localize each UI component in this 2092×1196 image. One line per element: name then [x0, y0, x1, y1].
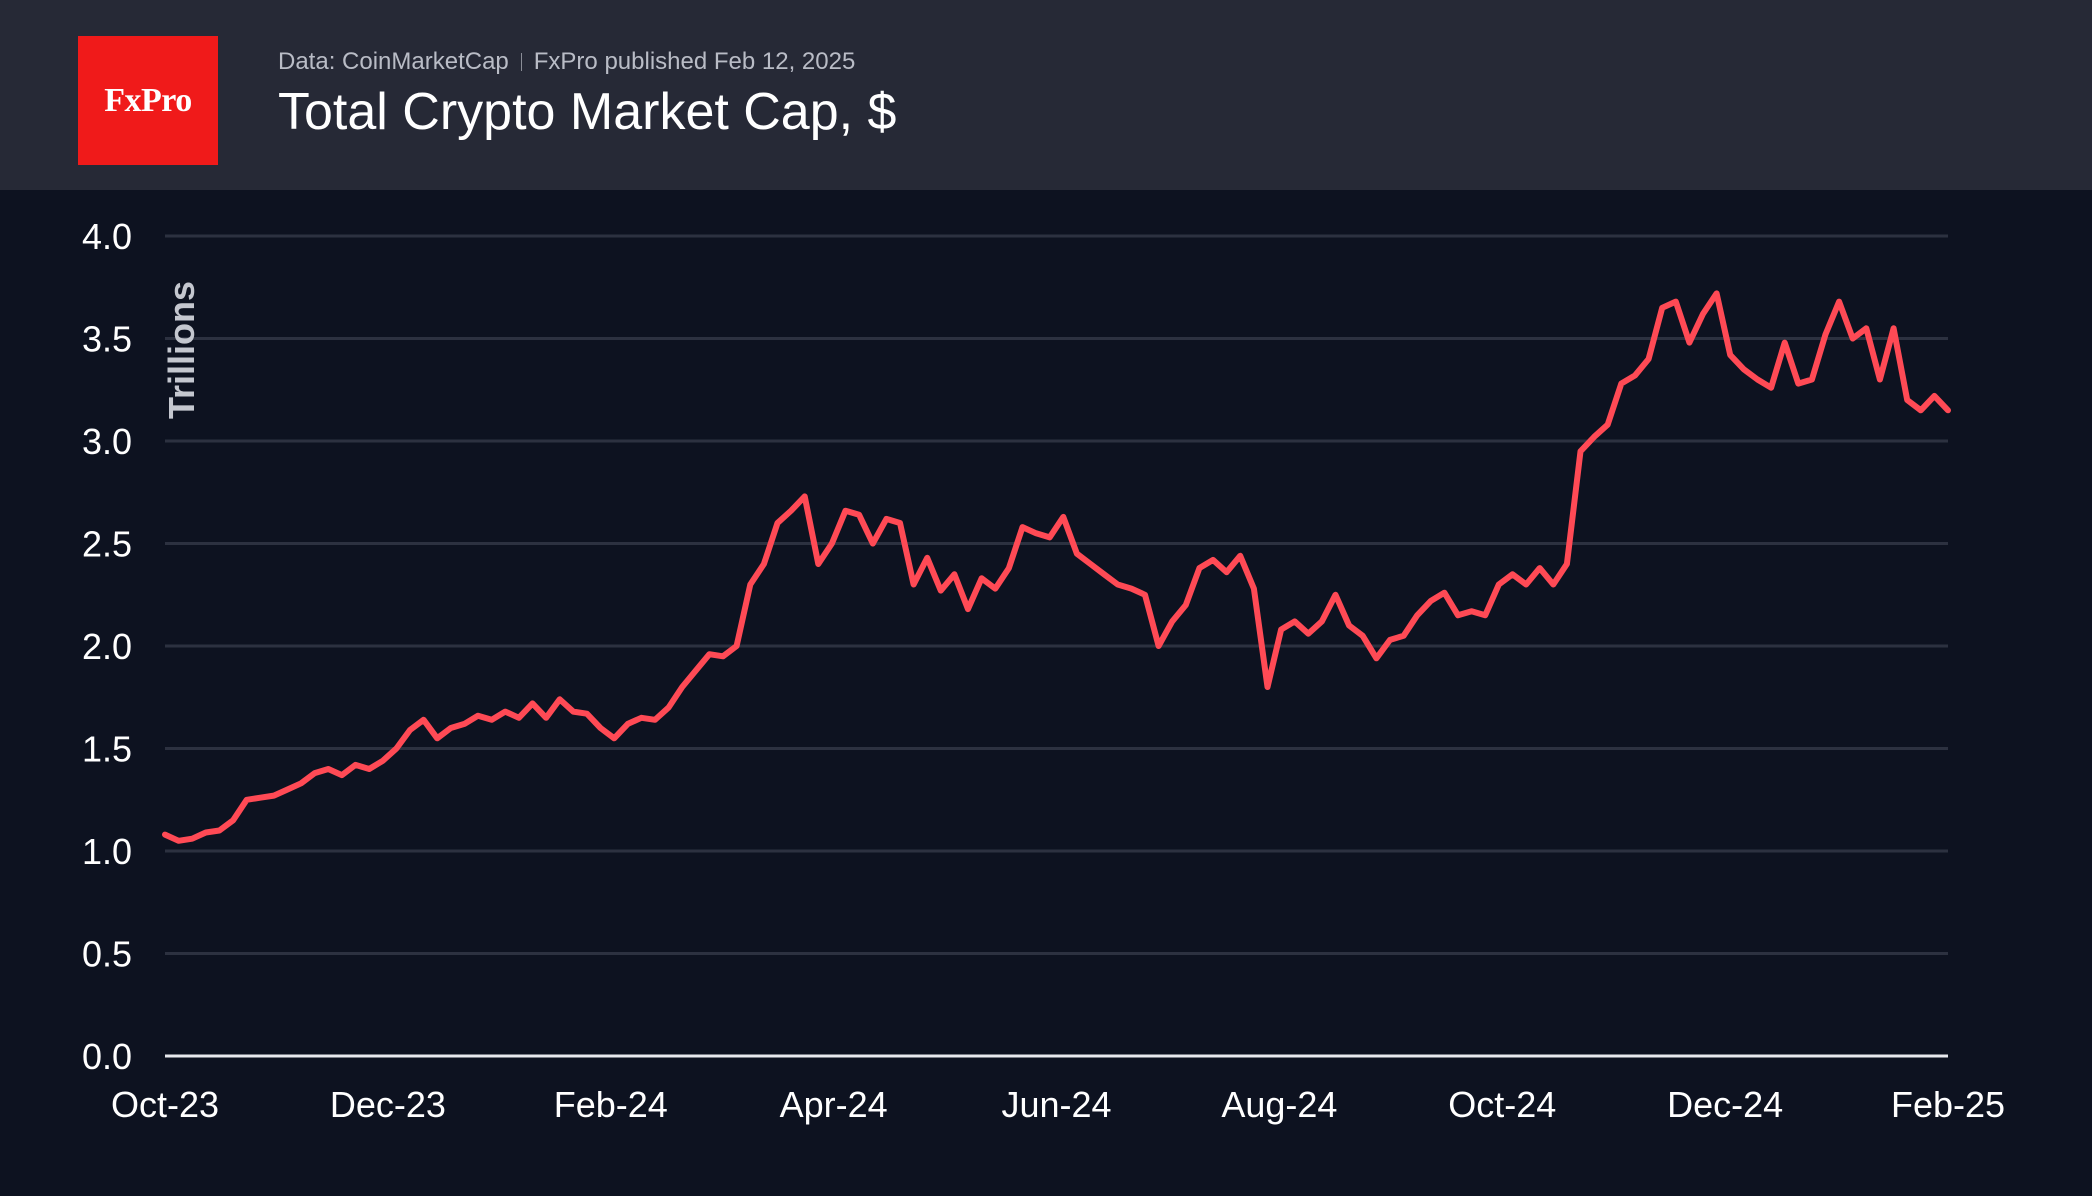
x-tick-label: Apr-24	[780, 1084, 888, 1125]
x-tick-label: Oct-23	[111, 1084, 219, 1125]
y-tick-label: 3.5	[82, 319, 132, 360]
chart-title: Total Crypto Market Cap, $	[278, 83, 897, 141]
data-source: Data: CoinMarketCap	[278, 48, 509, 75]
fxpro-logo: FxPro	[78, 36, 218, 165]
y-tick-label: 0.5	[82, 934, 132, 975]
published-date: FxPro published Feb 12, 2025	[533, 48, 856, 75]
x-tick-label: Feb-25	[1891, 1084, 2005, 1125]
y-tick-label: 2.0	[82, 626, 132, 667]
x-tick-label: Dec-23	[330, 1084, 446, 1125]
chart-header: FxPro Data: CoinMarketCap FxPro published…	[0, 0, 2092, 190]
x-tick-label: Dec-24	[1667, 1084, 1783, 1125]
y-tick-label: 0.0	[82, 1036, 132, 1077]
x-tick-label: Jun-24	[1001, 1084, 1111, 1125]
grid-lines	[165, 234, 1948, 1058]
logo-text: FxPro	[104, 81, 192, 119]
y-axis-ticks: 0.0 0.5 1.0 1.5 2.0 2.5 3.0 3.5 4.0	[82, 216, 132, 1077]
line-chart: 0.0 0.5 1.0 1.5 2.0 2.5 3.0 3.5 4.0 Oct-23 Dec-23…	[82, 216, 2005, 1125]
x-axis-ticks: Oct-23 Dec-23 Feb-24 Apr-24 Jun-24 Aug-24 Oct-…	[111, 1084, 2005, 1125]
y-tick-label: 2.5	[82, 524, 132, 565]
chart-meta: Data: CoinMarketCap FxPro published Feb 1…	[278, 48, 855, 76]
y-tick-label: 1.5	[82, 729, 132, 770]
x-tick-label: Feb-24	[554, 1084, 668, 1125]
meta-separator	[520, 53, 522, 71]
series-line-group	[162, 290, 1951, 844]
x-tick-label: Aug-24	[1221, 1084, 1337, 1125]
series-line	[162, 290, 1951, 844]
x-tick-label: Oct-24	[1448, 1084, 1556, 1125]
y-tick-label: 4.0	[82, 216, 132, 257]
y-tick-label: 1.0	[82, 831, 132, 872]
y-tick-label: 3.0	[82, 421, 132, 462]
y-axis-label: Trillions	[161, 281, 202, 419]
